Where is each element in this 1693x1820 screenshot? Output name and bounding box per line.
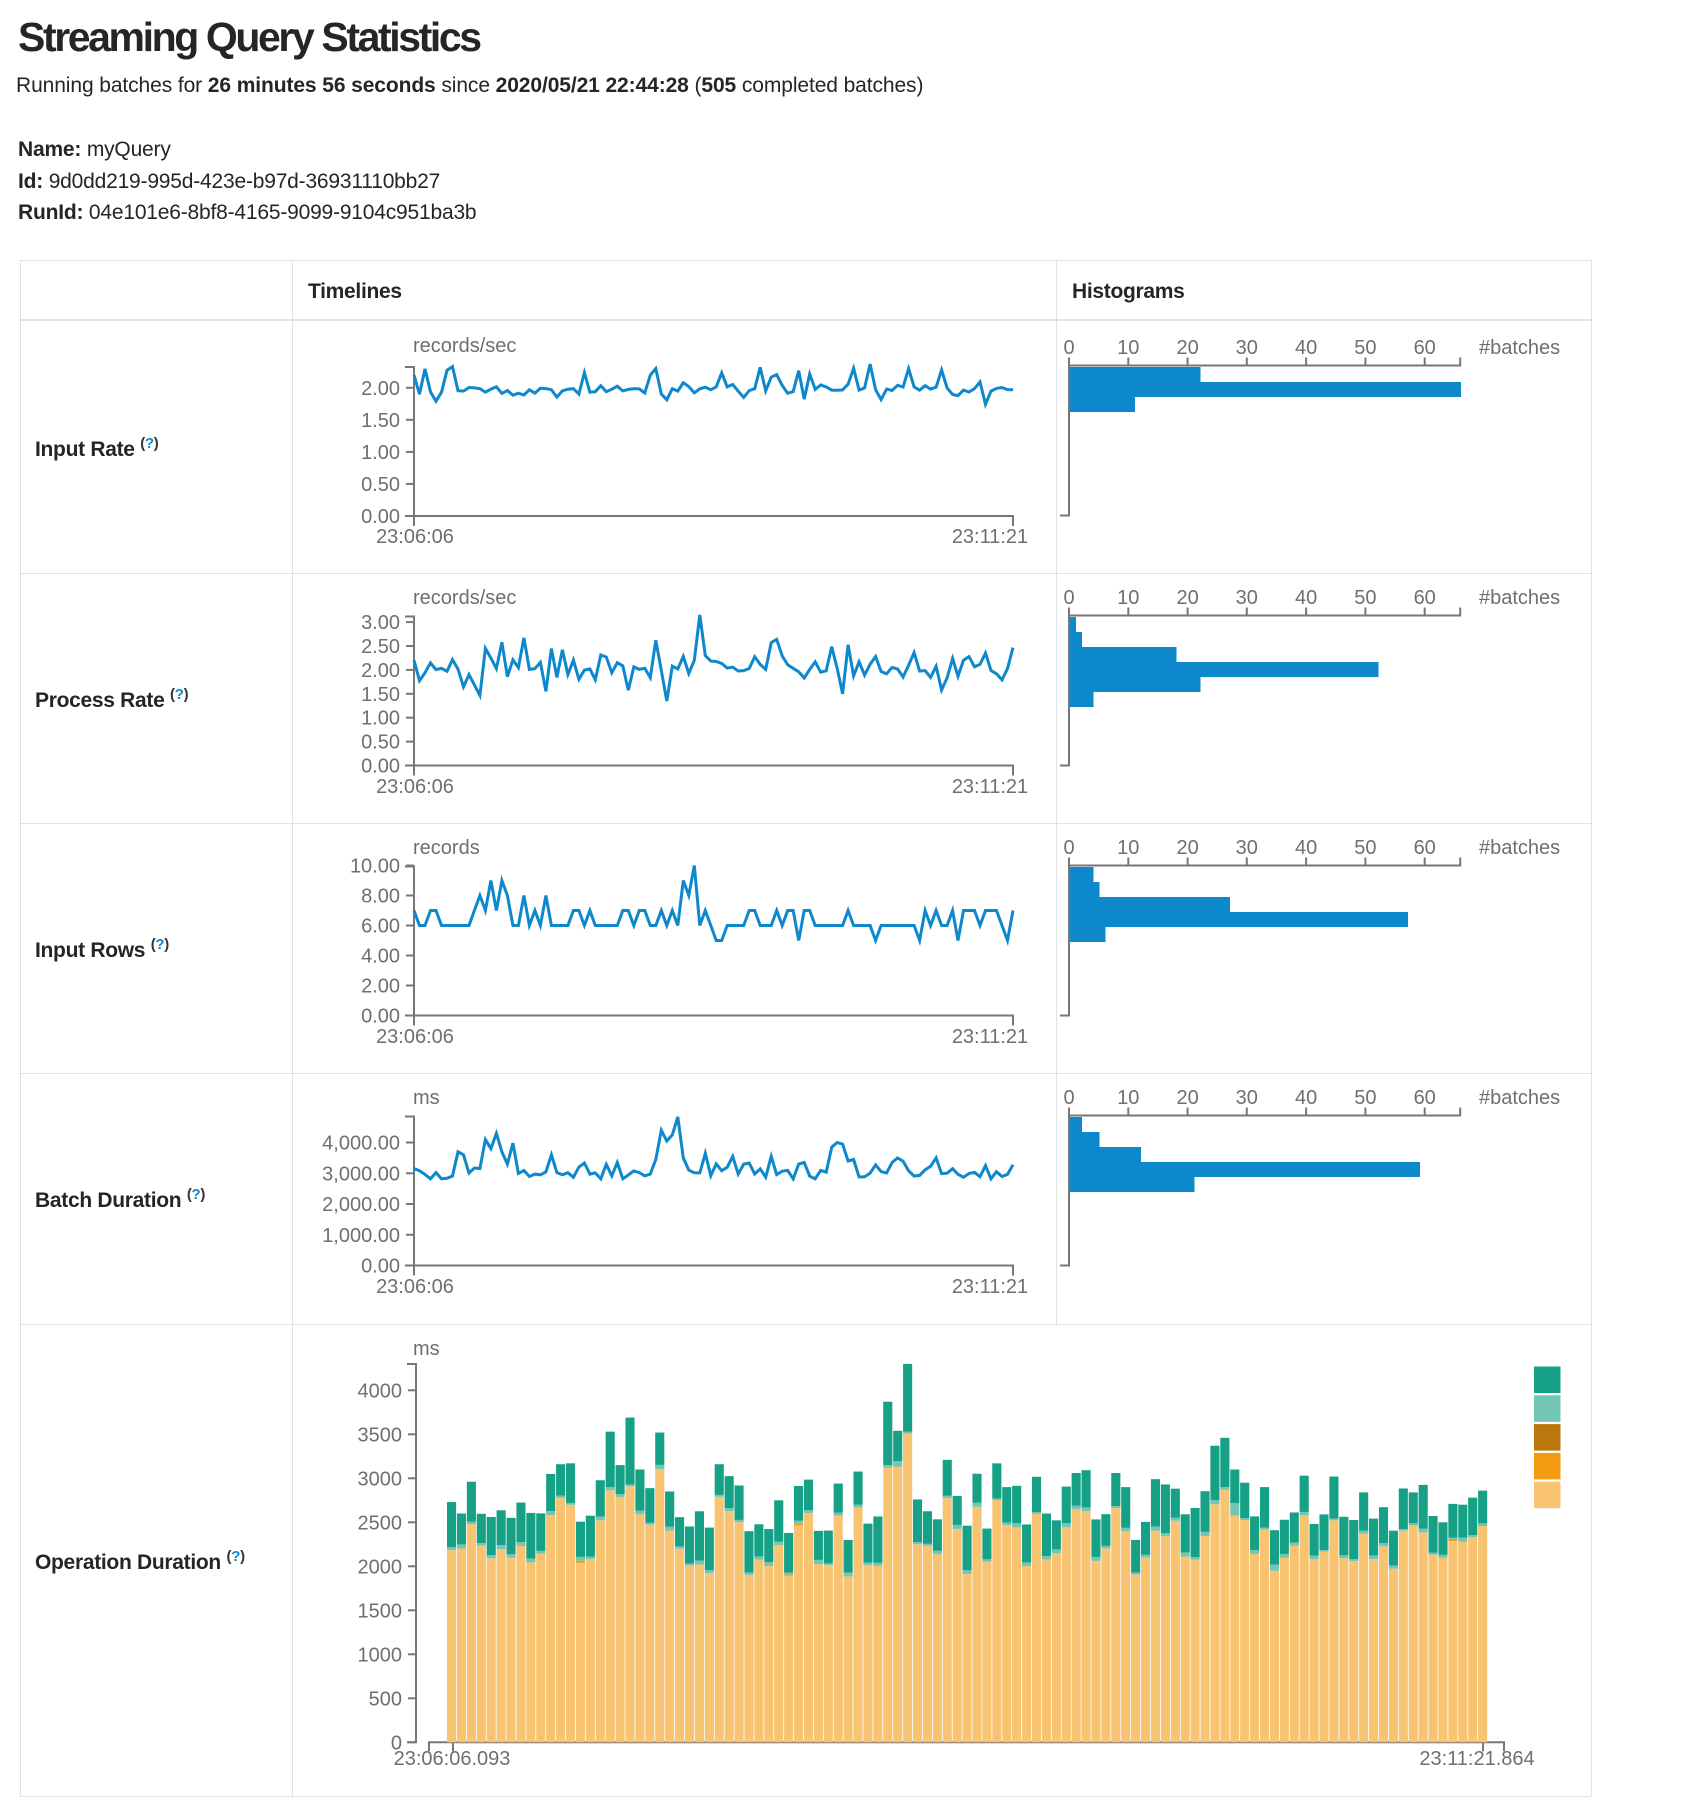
svg-text:1.50: 1.50: [361, 410, 400, 432]
svg-text:3,000.00: 3,000.00: [322, 1163, 400, 1185]
svg-text:20: 20: [1176, 837, 1198, 859]
svg-text:3500: 3500: [358, 1424, 403, 1446]
svg-text:23:06:06: 23:06:06: [376, 776, 454, 798]
svg-text:30: 30: [1236, 337, 1258, 359]
svg-text:0: 0: [1063, 837, 1074, 859]
svg-text:30: 30: [1236, 837, 1258, 859]
svg-text:10: 10: [1117, 837, 1139, 859]
svg-text:4.00: 4.00: [361, 946, 400, 968]
svg-text:60: 60: [1414, 587, 1436, 609]
svg-text:1000: 1000: [358, 1644, 403, 1666]
svg-text:20: 20: [1176, 1087, 1198, 1109]
svg-text:10: 10: [1117, 337, 1139, 359]
svg-text:#batches: #batches: [1479, 837, 1560, 859]
svg-text:#batches: #batches: [1479, 337, 1560, 359]
svg-text:0: 0: [1063, 587, 1074, 609]
svg-text:40: 40: [1295, 587, 1317, 609]
svg-text:2.50: 2.50: [361, 636, 400, 658]
svg-text:23:06:06.093: 23:06:06.093: [394, 1748, 511, 1770]
svg-text:0.00: 0.00: [361, 506, 400, 528]
svg-text:10: 10: [1117, 1087, 1139, 1109]
svg-text:ms: ms: [413, 1338, 440, 1360]
svg-text:50: 50: [1354, 587, 1376, 609]
svg-text:40: 40: [1295, 337, 1317, 359]
svg-text:23:11:21.864: 23:11:21.864: [1419, 1748, 1534, 1770]
svg-text:50: 50: [1354, 337, 1376, 359]
svg-text:23:06:06: 23:06:06: [376, 1276, 454, 1298]
svg-text:4000: 4000: [358, 1380, 403, 1402]
svg-text:2.00: 2.00: [361, 378, 400, 400]
svg-text:records/sec: records/sec: [413, 587, 516, 609]
svg-text:0.00: 0.00: [361, 1006, 400, 1028]
svg-text:2.00: 2.00: [361, 660, 400, 682]
svg-text:60: 60: [1414, 1087, 1436, 1109]
svg-text:40: 40: [1295, 1087, 1317, 1109]
svg-text:0.00: 0.00: [361, 756, 400, 778]
svg-text:records: records: [413, 837, 480, 859]
svg-text:23:11:21: 23:11:21: [952, 1026, 1028, 1048]
svg-text:1500: 1500: [358, 1600, 403, 1622]
svg-text:23:11:21: 23:11:21: [952, 1276, 1028, 1298]
svg-text:#batches: #batches: [1479, 587, 1560, 609]
svg-text:1,000.00: 1,000.00: [322, 1225, 400, 1247]
svg-text:3000: 3000: [358, 1468, 403, 1490]
svg-text:records/sec: records/sec: [413, 335, 516, 357]
svg-text:0.50: 0.50: [361, 474, 400, 496]
svg-text:50: 50: [1354, 1087, 1376, 1109]
svg-text:40: 40: [1295, 837, 1317, 859]
svg-text:10.00: 10.00: [350, 856, 400, 878]
svg-text:2500: 2500: [358, 1512, 403, 1534]
svg-text:23:11:21: 23:11:21: [952, 526, 1028, 548]
svg-text:50: 50: [1354, 837, 1376, 859]
svg-text:30: 30: [1236, 1087, 1258, 1109]
svg-text:20: 20: [1176, 337, 1198, 359]
svg-text:4,000.00: 4,000.00: [322, 1133, 400, 1155]
svg-text:60: 60: [1414, 337, 1436, 359]
svg-text:6.00: 6.00: [361, 916, 400, 938]
svg-text:2,000.00: 2,000.00: [322, 1194, 400, 1216]
svg-text:0.00: 0.00: [361, 1256, 400, 1278]
svg-text:2000: 2000: [358, 1556, 403, 1578]
svg-text:#batches: #batches: [1479, 1087, 1560, 1109]
svg-text:60: 60: [1414, 837, 1436, 859]
svg-text:30: 30: [1236, 587, 1258, 609]
svg-text:0: 0: [1063, 1087, 1074, 1109]
svg-text:0: 0: [1063, 337, 1074, 359]
svg-text:2.00: 2.00: [361, 976, 400, 998]
svg-text:1.00: 1.00: [361, 442, 400, 464]
svg-text:1.00: 1.00: [361, 708, 400, 730]
svg-text:500: 500: [369, 1688, 402, 1710]
svg-text:23:06:06: 23:06:06: [376, 526, 454, 548]
svg-text:20: 20: [1176, 587, 1198, 609]
svg-text:8.00: 8.00: [361, 886, 400, 908]
svg-text:1.50: 1.50: [361, 684, 400, 706]
svg-text:0: 0: [391, 1732, 402, 1754]
svg-text:10: 10: [1117, 587, 1139, 609]
svg-text:ms: ms: [413, 1087, 440, 1109]
svg-text:0.50: 0.50: [361, 732, 400, 754]
svg-text:23:11:21: 23:11:21: [952, 776, 1028, 798]
svg-text:3.00: 3.00: [361, 612, 400, 634]
svg-text:23:06:06: 23:06:06: [376, 1026, 454, 1048]
